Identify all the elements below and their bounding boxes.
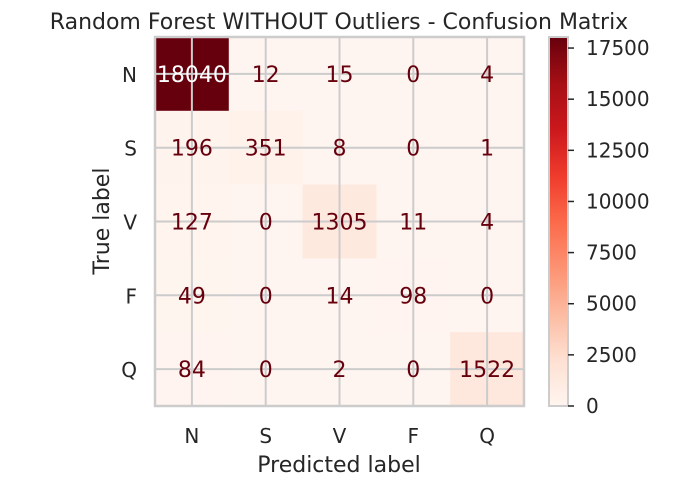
x-axis-label: Predicted label [257, 453, 420, 478]
cell-value-label: 18040 [157, 63, 227, 88]
cell-value-label: 1305 [312, 211, 368, 236]
cell-value-label: 11 [399, 211, 427, 236]
cell-value-label: 0 [480, 284, 494, 309]
colorbar [548, 36, 569, 407]
plot-frame [153, 35, 526, 408]
colorbar-tick-label: 2500 [586, 343, 637, 367]
chart-title: Random Forest WITHOUT Outliers - Confusi… [50, 10, 628, 35]
y-tick-label: V [123, 211, 137, 235]
cell-value-label: 0 [406, 358, 420, 383]
y-tick-label: F [125, 284, 137, 308]
cell-value-label: 15 [326, 63, 354, 88]
cell-value-label: 14 [326, 284, 354, 309]
cell-value-label: 0 [259, 358, 273, 383]
y-tick-label: N [122, 63, 137, 87]
y-tick-label: S [124, 137, 137, 161]
colorbar-tick-label: 7500 [586, 241, 637, 265]
cell-value-label: 12 [252, 63, 280, 88]
cell-value-label: 2 [333, 358, 347, 383]
colorbar-tick-label: 15000 [586, 87, 650, 111]
cell-value-label: 84 [178, 358, 206, 383]
cell-value-label: 127 [171, 211, 213, 236]
cell-value-label: 0 [406, 63, 420, 88]
cell-value-label: 49 [178, 284, 206, 309]
y-tick-labels: N S V F Q [121, 63, 137, 382]
colorbar-ticks: 0 2500 5000 7500 10000 12500 15000 17500 [568, 36, 650, 418]
cell-value-label: 196 [171, 137, 213, 162]
x-tick-label: V [333, 424, 347, 448]
cell-value-label: 0 [406, 137, 420, 162]
x-tick-label: Q [479, 424, 495, 448]
x-tick-label: S [259, 424, 272, 448]
y-axis-label: True label [90, 168, 115, 276]
cell-value-label: 351 [245, 137, 287, 162]
cell-value-label: 0 [259, 284, 273, 309]
colorbar-tick-label: 10000 [586, 189, 650, 213]
cell-value-label: 1 [480, 137, 494, 162]
colorbar-tick-label: 12500 [586, 138, 650, 162]
cell-value-labels: 18040 12 15 0 4 196 351 8 0 1 127 0 1305 11 4 49 0 14 98 0 8… [157, 63, 515, 383]
colorbar-tick-label: 5000 [586, 292, 637, 316]
colorbar-tick-label: 0 [586, 394, 599, 418]
cell-value-label: 4 [480, 211, 494, 236]
x-tick-label: F [408, 424, 420, 448]
cell-value-label: 1522 [459, 358, 515, 383]
grid-lines [155, 37, 524, 406]
colorbar-tick-label: 17500 [586, 36, 650, 60]
cell-value-label: 4 [480, 63, 494, 88]
cell-value-label: 0 [259, 211, 273, 236]
y-tick-label: Q [121, 358, 137, 382]
cell-value-label: 98 [399, 284, 427, 309]
cell-value-label: 8 [333, 137, 347, 162]
x-tick-label: N [184, 424, 199, 448]
